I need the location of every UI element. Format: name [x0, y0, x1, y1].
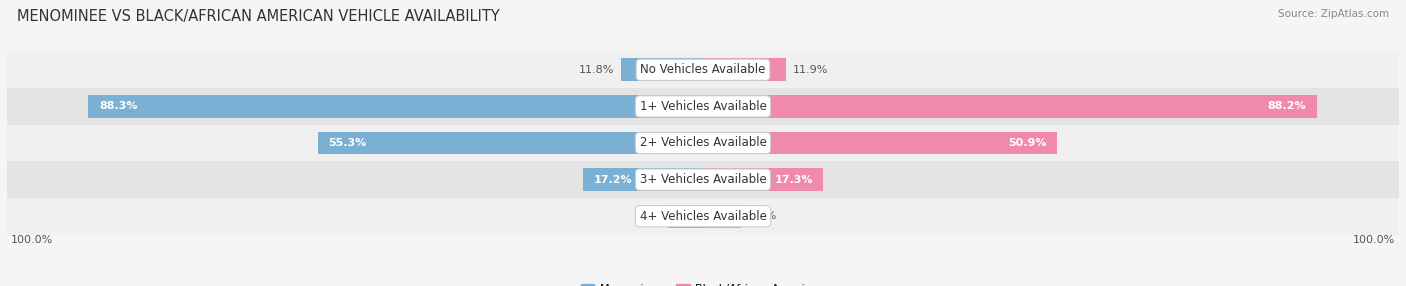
Bar — [7, 161, 1399, 198]
Bar — [89, 95, 703, 118]
Legend: Menominee, Black/African American: Menominee, Black/African American — [576, 279, 830, 286]
Text: 5.5%: 5.5% — [748, 211, 776, 221]
Bar — [703, 168, 824, 191]
Text: 5.0%: 5.0% — [633, 211, 661, 221]
Bar — [583, 168, 703, 191]
Text: 50.9%: 50.9% — [1008, 138, 1047, 148]
Text: Source: ZipAtlas.com: Source: ZipAtlas.com — [1278, 9, 1389, 19]
Bar — [703, 95, 1317, 118]
Bar — [621, 58, 703, 81]
Text: No Vehicles Available: No Vehicles Available — [640, 63, 766, 76]
Text: 17.2%: 17.2% — [593, 175, 633, 184]
Bar — [703, 132, 1057, 154]
Text: 2+ Vehicles Available: 2+ Vehicles Available — [640, 136, 766, 150]
Bar — [318, 132, 703, 154]
Text: 4+ Vehicles Available: 4+ Vehicles Available — [640, 210, 766, 223]
Text: 3+ Vehicles Available: 3+ Vehicles Available — [640, 173, 766, 186]
Text: 55.3%: 55.3% — [329, 138, 367, 148]
Bar — [7, 88, 1399, 125]
Text: 100.0%: 100.0% — [1353, 235, 1396, 245]
Text: 1+ Vehicles Available: 1+ Vehicles Available — [640, 100, 766, 113]
Text: 88.3%: 88.3% — [98, 102, 138, 111]
Text: 11.8%: 11.8% — [578, 65, 614, 75]
Bar — [7, 198, 1399, 235]
Bar — [703, 205, 741, 228]
Text: 88.2%: 88.2% — [1268, 102, 1306, 111]
Text: 100.0%: 100.0% — [10, 235, 53, 245]
Bar — [703, 58, 786, 81]
Bar — [7, 51, 1399, 88]
Text: MENOMINEE VS BLACK/AFRICAN AMERICAN VEHICLE AVAILABILITY: MENOMINEE VS BLACK/AFRICAN AMERICAN VEHI… — [17, 9, 499, 23]
Bar — [668, 205, 703, 228]
Text: 17.3%: 17.3% — [775, 175, 813, 184]
Bar — [7, 125, 1399, 161]
Text: 11.9%: 11.9% — [793, 65, 828, 75]
